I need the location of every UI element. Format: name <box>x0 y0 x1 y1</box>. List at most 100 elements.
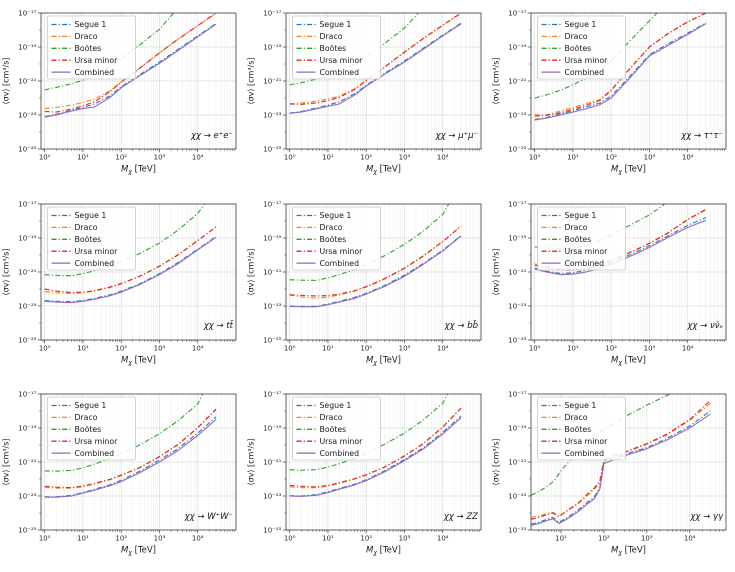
legend-box <box>47 206 136 271</box>
y-tick-label: 10⁻¹⁷ <box>263 200 281 208</box>
y-tick-label: 10⁻²¹ <box>263 268 281 276</box>
legend-label: Ursa minor <box>565 56 609 65</box>
x-tick-label: 10⁰ <box>39 535 51 543</box>
y-tick-label: 10⁻²³ <box>263 111 281 119</box>
x-tick-label: 10² <box>605 344 617 352</box>
y-tick-label: 10⁻¹⁷ <box>508 391 526 399</box>
legend-box <box>537 15 626 80</box>
chart-zz: 10⁻²⁵ 10⁻²³ 10⁻²¹ 10⁻¹⁹ 10⁻¹⁷ 10⁰ 10¹ 10² 10³ 10⁴… <box>247 391 482 557</box>
chart-tautau: 10⁻²⁵ 10⁻²³ 10⁻²¹ 10⁻¹⁹ 10⁻¹⁷ 10⁰ 10¹ 10² 10³ 10⁴… <box>492 9 727 175</box>
y-tick-label: 10⁻²³ <box>18 111 36 119</box>
x-tick-label: 10³ <box>154 344 166 352</box>
x-axis-label-unit: [TeV] <box>622 164 646 174</box>
y-tick-label: 10⁻¹⁹ <box>18 43 36 51</box>
y-axis-label: ⟨σv⟩ [cm³/s] <box>247 248 256 295</box>
series-line-draco <box>289 225 462 299</box>
series-line-ursa-minor <box>289 225 462 297</box>
y-tick-label: 10⁻²⁵ <box>508 527 526 535</box>
y-tick-label: 10⁻¹⁹ <box>263 234 281 242</box>
series-line-segue-1 <box>289 416 462 497</box>
series-line-combined <box>534 23 707 121</box>
series-line-combined <box>289 417 462 498</box>
legend-label: Segue 1 <box>320 20 352 29</box>
x-axis-label: Mχ [TeV] <box>366 355 401 366</box>
legend-box <box>537 206 626 271</box>
y-tick-label: 10⁻²³ <box>508 111 526 119</box>
y-tick-label: 10⁻²¹ <box>508 77 526 85</box>
axes-spines <box>40 203 237 341</box>
legend-label: Segue 1 <box>75 211 107 220</box>
panel-tautau: 10⁻²⁵ 10⁻²³ 10⁻²¹ 10⁻¹⁹ 10⁻¹⁷ 10⁰ 10¹ 10² 10³ 10⁴… <box>490 0 735 191</box>
x-axis-label-unit: [TeV] <box>132 355 156 365</box>
series-line-segue-1 <box>44 23 217 118</box>
series-line-boötes <box>44 394 204 473</box>
axes-spines <box>530 393 727 531</box>
x-axis-label-sub: χ <box>617 168 622 175</box>
y-tick-label: 10⁻²⁵ <box>263 336 281 344</box>
axes-spines <box>530 12 727 150</box>
x-tick-label: 10² <box>360 535 372 543</box>
axes-spines <box>285 203 482 341</box>
chart-ww: 10⁻²⁵ 10⁻²³ 10⁻²¹ 10⁻¹⁹ 10⁻¹⁷ 10⁰ 10¹ 10² 10³ 10⁴… <box>2 391 237 557</box>
legend-label: Combined <box>320 258 360 267</box>
x-axis-label-sub: χ <box>617 359 622 366</box>
series-line-ursa-minor <box>531 400 711 521</box>
legend-label: Boötes <box>75 44 102 53</box>
panel-gammagamma: 10⁻²⁵ 10⁻²³ 10⁻²¹ 10⁻¹⁹ 10⁻¹⁷ 10¹ 10² 10³ 10⁴ Mχ … <box>490 381 735 572</box>
y-tick-label: 10⁻²¹ <box>18 268 36 276</box>
x-tick-label: 10³ <box>399 535 411 543</box>
legend-box <box>47 396 136 461</box>
legend-label: Combined <box>75 258 115 267</box>
series-line-segue-1 <box>289 22 462 114</box>
legend-label: Ursa minor <box>75 437 119 446</box>
series-group <box>44 394 217 499</box>
series-line-boötes <box>44 203 206 276</box>
panel-mumu: 10⁻²⁵ 10⁻²³ 10⁻²¹ 10⁻¹⁹ 10⁻¹⁷ 10⁰ 10¹ 10² 10³ 10⁴… <box>245 0 490 191</box>
legend-label: Boötes <box>565 44 592 53</box>
x-axis-label-sub: χ <box>372 550 377 557</box>
series-line-segue-1 <box>534 216 707 274</box>
legend-label: Combined <box>320 449 360 458</box>
legend-label: Draco <box>75 223 98 232</box>
x-tick-label: 10³ <box>399 153 411 161</box>
x-tick-label: 10¹ <box>322 344 334 352</box>
legend-box <box>537 396 626 461</box>
x-axis-label: Mχ [TeV] <box>366 546 401 557</box>
legend-label: Draco <box>75 413 98 422</box>
y-tick-label: 10⁻²⁵ <box>18 527 36 535</box>
chart-ttbar: 10⁻²⁵ 10⁻²³ 10⁻²¹ 10⁻¹⁹ 10⁻¹⁷ 10⁰ 10¹ 10² 10³ 10⁴… <box>2 200 237 366</box>
y-tick-label: 10⁻²⁵ <box>263 527 281 535</box>
x-axis-label-unit: [TeV] <box>377 164 401 174</box>
series-group <box>289 394 462 498</box>
legend-label: Boötes <box>565 425 592 434</box>
y-tick-label: 10⁻¹⁷ <box>263 391 281 399</box>
series-group <box>289 203 462 308</box>
chart-ee: 10⁻²⁵ 10⁻²³ 10⁻²¹ 10⁻¹⁹ 10⁻¹⁷ 10⁰ 10¹ 10² 10³ 10⁴… <box>2 9 237 175</box>
legend-label: Draco <box>320 223 343 232</box>
x-tick-label: 10¹ <box>322 535 334 543</box>
legend-label: Ursa minor <box>320 437 364 446</box>
legend-label: Ursa minor <box>75 56 119 65</box>
legend-box <box>292 396 381 461</box>
y-tick-label: 10⁻²³ <box>508 302 526 310</box>
panel-zz: 10⁻²⁵ 10⁻²³ 10⁻²¹ 10⁻¹⁹ 10⁻¹⁷ 10⁰ 10¹ 10² 10³ 10⁴… <box>245 381 490 572</box>
x-axis-label: Mχ [TeV] <box>611 164 646 175</box>
series-line-combined <box>44 236 217 303</box>
y-tick-label: 10⁻²⁵ <box>18 336 36 344</box>
y-axis-label: ⟨σv⟩ [cm³/s] <box>247 57 256 104</box>
y-tick-label: 10⁻²³ <box>18 302 36 310</box>
chart-bbbar: 10⁻²⁵ 10⁻²³ 10⁻²¹ 10⁻¹⁹ 10⁻¹⁷ 10⁰ 10¹ 10² 10³ 10⁴… <box>247 200 482 366</box>
axes-spines <box>285 393 482 531</box>
x-axis-label-unit: [TeV] <box>622 546 646 556</box>
x-axis-label-main: M <box>121 164 129 174</box>
legend-label: Boötes <box>320 425 347 434</box>
x-tick-label: 10³ <box>644 153 656 161</box>
series-line-ursa-minor <box>289 12 462 105</box>
series-line-combined <box>44 419 217 499</box>
y-tick-label: 10⁻¹⁷ <box>508 9 526 17</box>
legend-label: Boötes <box>75 235 102 244</box>
series-group <box>289 12 462 114</box>
x-tick-label: 10⁰ <box>284 535 296 543</box>
y-tick-label: 10⁻²⁵ <box>263 145 281 153</box>
x-axis-label: Mχ [TeV] <box>366 164 401 175</box>
